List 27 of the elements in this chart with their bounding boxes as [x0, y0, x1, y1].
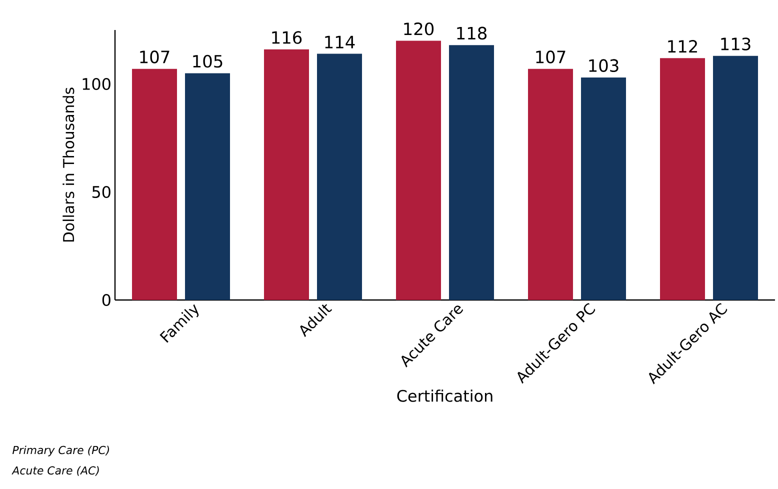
- bar: [449, 45, 494, 300]
- bar: [713, 56, 758, 300]
- bar: [581, 78, 626, 300]
- y-tick-label: 50: [92, 186, 110, 198]
- data-label: 103: [589, 59, 618, 72]
- data-label: 113: [721, 38, 750, 50]
- bar: [185, 73, 230, 300]
- bar: [528, 68, 574, 300]
- data-label: 116: [272, 31, 302, 44]
- text: Acute Care (AC): [12, 466, 99, 476]
- bar: [660, 58, 706, 300]
- data-label: 105: [193, 54, 222, 68]
- data-label: 114: [325, 36, 355, 48]
- data-label: 120: [404, 22, 434, 36]
- bar: [132, 68, 177, 300]
- y-tick-label: 0: [102, 294, 110, 306]
- y-tick-label: 100: [82, 78, 110, 90]
- bar: [396, 40, 441, 300]
- data-label: 107: [140, 50, 170, 64]
- bar: [317, 54, 362, 300]
- data-label: 118: [457, 26, 487, 40]
- y-axis-title: Dollars in Thousands: [62, 88, 74, 242]
- text: Primary Care (PC): [12, 446, 109, 456]
- data-label: 112: [668, 40, 697, 53]
- x-axis-title: Certification: [397, 390, 492, 402]
- data-label: 107: [536, 50, 566, 64]
- bar: [264, 49, 309, 300]
